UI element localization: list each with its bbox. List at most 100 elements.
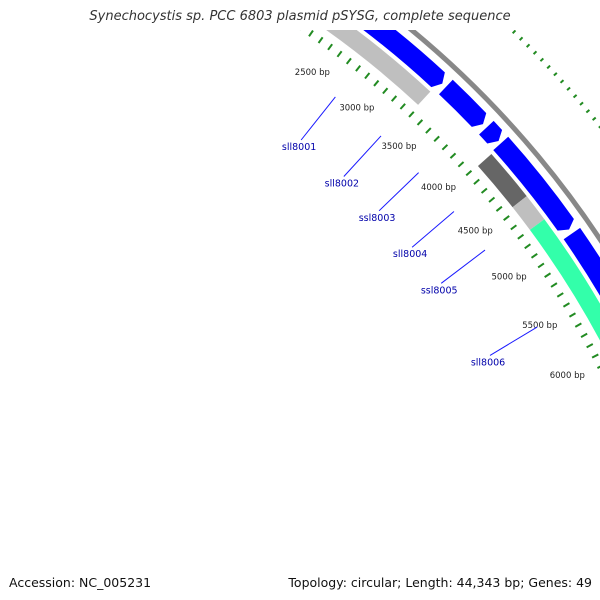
outer-tick <box>559 79 565 84</box>
minor-tick <box>308 30 314 37</box>
minor-tick <box>382 87 389 95</box>
bp-tick-label: 2500 bp <box>295 68 330 78</box>
minor-tick <box>408 111 415 118</box>
outer-tick <box>498 17 501 20</box>
topology-label: Topology: circular; Length: 44,343 bp; G… <box>288 575 592 590</box>
gene-light-grey-arc <box>326 30 431 105</box>
outer-tick <box>511 30 517 34</box>
outer-tick <box>553 72 558 77</box>
gene-label-leader <box>489 326 538 356</box>
outer-tick <box>518 36 524 41</box>
outer-tick <box>585 109 591 114</box>
outer-tick <box>546 64 551 70</box>
minor-tick <box>433 135 440 143</box>
minor-tick <box>336 50 343 58</box>
gene-ssl8003-arc <box>479 120 503 144</box>
minor-tick <box>591 353 599 359</box>
gene-sll8002-arc <box>438 79 487 127</box>
outer-tick <box>539 57 545 62</box>
minor-tick <box>327 43 333 51</box>
outer-tick <box>491 10 494 13</box>
bp-tick-label: 3500 bp <box>381 142 416 152</box>
minor-tick <box>503 215 510 222</box>
minor-tick <box>390 95 398 102</box>
minor-tick <box>568 312 576 318</box>
gene-sll8001-arc <box>363 30 445 88</box>
gene-dark-grey-arc <box>477 153 527 208</box>
minor-tick <box>299 30 301 31</box>
gene-label-leader <box>300 96 336 141</box>
minor-tick <box>510 224 518 231</box>
bp-tick-label: 5000 bp <box>492 273 527 283</box>
minor-tick <box>495 205 503 212</box>
minor-tick <box>345 57 352 65</box>
outer-tick <box>506 24 509 27</box>
minor-tick <box>465 169 473 177</box>
minor-tick <box>580 332 588 338</box>
bp-tick-labels: 2500 bp 3000 bp 3500 bp 4000 bp 4500 bp 5000 … <box>295 68 585 381</box>
gene-label-leader <box>378 172 419 212</box>
minor-tick <box>488 196 496 203</box>
outer-tick <box>598 125 600 129</box>
minor-tick <box>416 119 424 126</box>
backbone-line <box>407 30 600 245</box>
gene-label-leader <box>343 135 382 177</box>
minor-tick <box>280 11 284 17</box>
bp-tick-label: 4000 bp <box>421 183 456 193</box>
minor-tick <box>355 65 362 72</box>
minor-tick <box>441 144 449 151</box>
minor-tick <box>537 262 545 269</box>
gene-label-ssl8003: ssl8003 <box>359 213 396 224</box>
outer-tick <box>579 101 584 106</box>
bp-tick-label: 3000 bp <box>339 103 374 113</box>
minor-tick <box>290 17 294 23</box>
map-title: Synechocystis sp. PCC 6803 plasmid pSYSG… <box>89 9 511 24</box>
outer-tick <box>532 50 538 55</box>
minor-tick <box>562 302 570 308</box>
gene-labels: sll8001 sll8002 ssl8003 sll8004 ssl8005 sll80… <box>282 96 538 368</box>
bp-tick-label: 4500 bp <box>458 227 493 237</box>
gene-sll8006-arc <box>563 227 600 296</box>
gene-track <box>326 30 600 341</box>
gene-label-sll8002: sll8002 <box>325 178 359 189</box>
gene-label-sll8001: sll8001 <box>282 142 316 153</box>
gene-sll8004-arc <box>493 136 574 231</box>
minor-tick <box>596 365 600 369</box>
minor-tick <box>473 178 480 185</box>
gene-label-sll8006: sll8006 <box>471 357 505 368</box>
gene-label-ssl8005: ssl8005 <box>421 285 458 296</box>
plasmid-backbone <box>407 30 600 245</box>
minor-tick <box>550 282 558 288</box>
bp-tick-label: 5500 bp <box>522 321 557 331</box>
inner-tick-ring <box>280 11 600 369</box>
minor-tick <box>586 343 594 349</box>
outer-tick <box>525 43 531 48</box>
minor-tick <box>480 187 488 194</box>
minor-tick <box>556 292 564 298</box>
minor-tick <box>399 103 406 110</box>
outer-tick <box>566 86 571 91</box>
gene-label-leader <box>411 211 455 248</box>
outer-tick-ring <box>484 4 600 129</box>
minor-tick <box>449 152 457 159</box>
minor-tick <box>364 72 371 80</box>
minor-tick <box>517 233 525 240</box>
minor-tick <box>373 79 380 87</box>
outer-tick <box>572 94 578 99</box>
minor-tick <box>425 127 432 134</box>
gene-label-sll8004: sll8004 <box>393 249 427 260</box>
minor-tick <box>317 36 324 44</box>
gene-label-leader <box>440 249 486 284</box>
outer-tick <box>484 4 487 7</box>
gene-teal-arc <box>529 219 600 341</box>
bp-tick-label: 6000 bp <box>550 371 585 381</box>
minor-tick <box>544 272 552 278</box>
gene-ssl8005-arc <box>512 196 545 230</box>
minor-tick <box>530 252 538 259</box>
minor-tick <box>524 243 532 250</box>
outer-tick <box>591 116 597 121</box>
accession-label: Accession: NC_005231 <box>9 575 152 590</box>
minor-tick <box>574 322 582 328</box>
minor-tick <box>457 161 465 168</box>
